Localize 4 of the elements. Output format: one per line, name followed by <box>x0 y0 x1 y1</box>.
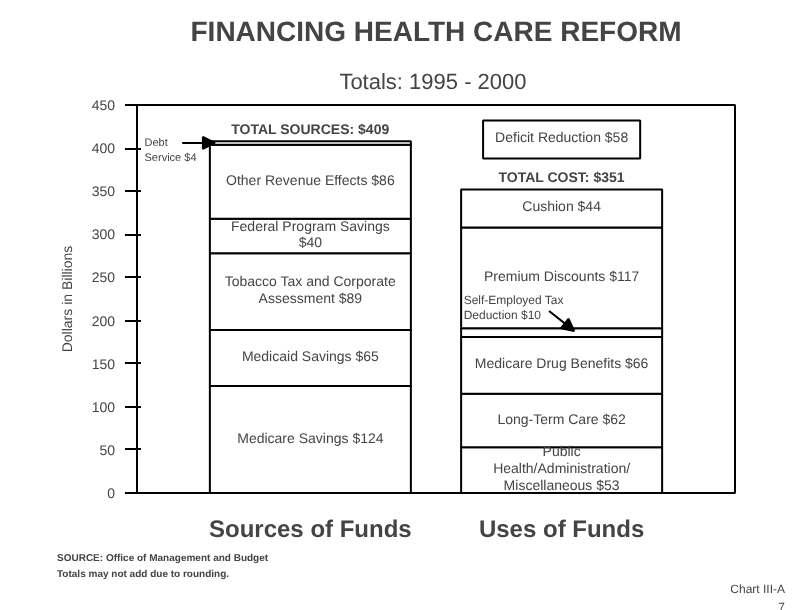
chart-title: FINANCING HEALTH CARE REFORM <box>190 15 682 47</box>
x-tick-label: Sources of Funds <box>209 515 413 543</box>
chart-subtitle: Totals: 1995 - 2000 <box>339 71 527 95</box>
x-tick-label: Uses of Funds <box>478 515 645 543</box>
